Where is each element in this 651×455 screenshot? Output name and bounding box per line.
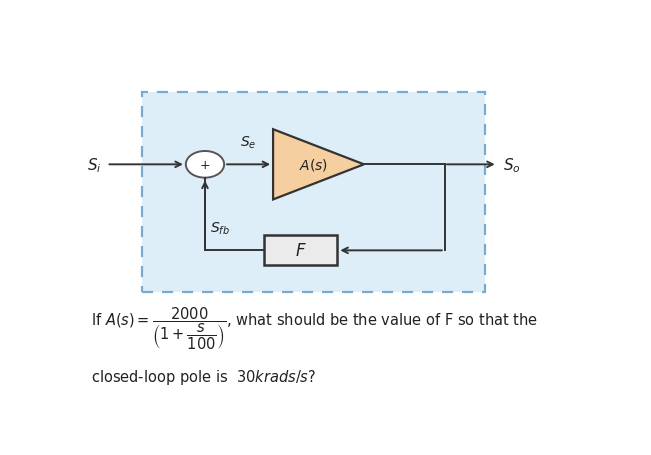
Text: $S_e$: $S_e$ (240, 135, 256, 151)
Text: $+$: $+$ (199, 158, 211, 172)
Text: $S_o$: $S_o$ (503, 156, 520, 174)
Circle shape (186, 152, 224, 178)
Text: $F$: $F$ (295, 242, 307, 260)
Text: closed-loop pole is  $30krads/s$?: closed-loop pole is $30krads/s$? (91, 368, 316, 386)
Text: $A(s)$: $A(s)$ (299, 157, 328, 173)
Text: If $A(s) = \dfrac{2000}{\left(1+\dfrac{s}{100}\right)}$, what should be the valu: If $A(s) = \dfrac{2000}{\left(1+\dfrac{s… (91, 305, 538, 351)
Text: $S_{fb}$: $S_{fb}$ (210, 220, 230, 237)
FancyBboxPatch shape (264, 236, 337, 266)
Text: $S_i$: $S_i$ (87, 156, 102, 174)
Polygon shape (273, 130, 364, 200)
FancyBboxPatch shape (142, 93, 485, 293)
